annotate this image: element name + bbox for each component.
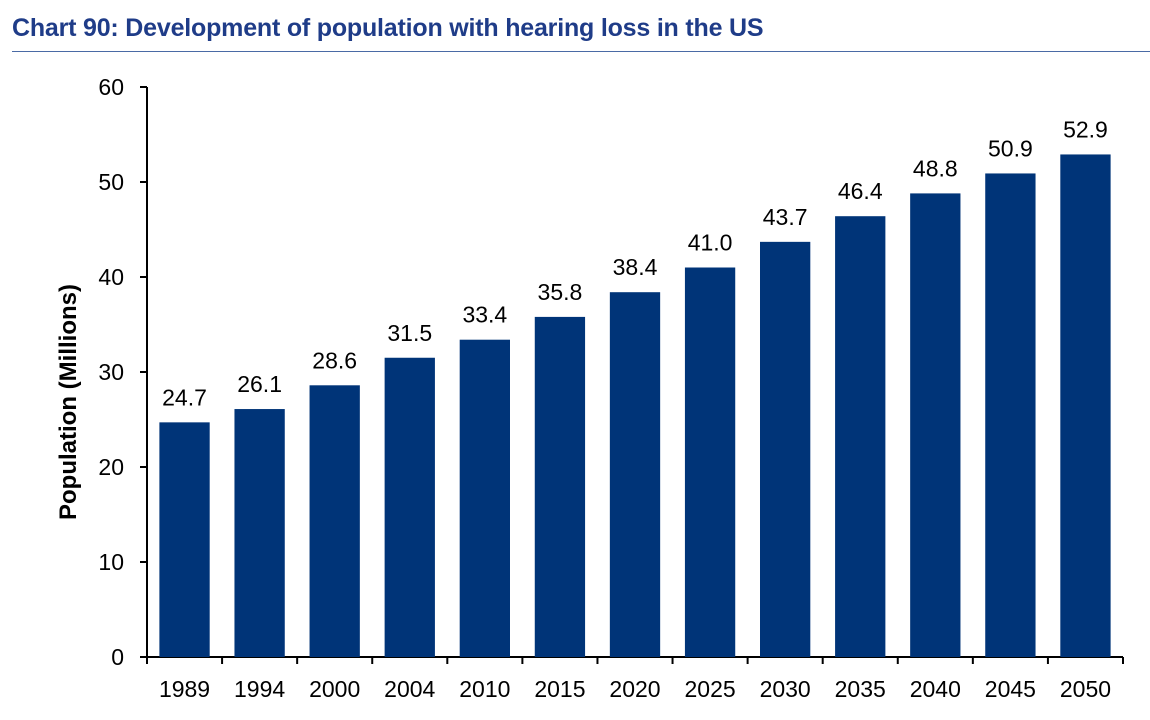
data-label: 41.0 [688,230,733,256]
data-label: 43.7 [763,204,808,230]
bar [760,241,811,657]
bar [309,385,360,657]
x-tick-label: 2000 [309,676,360,702]
bar [910,193,961,657]
bars [159,154,1111,657]
data-label: 46.4 [838,178,883,204]
bar [534,316,586,657]
data-label: 33.4 [462,302,507,328]
bar [609,292,661,657]
bar [384,357,435,657]
y-tick-label: 40 [98,264,124,290]
x-tick-label: 2010 [459,676,510,702]
x-tick-label: 2020 [609,676,660,702]
x-tick-label: 2035 [835,676,886,702]
y-tick-label: 50 [98,169,124,195]
bar [459,339,510,657]
y-tick-label: 30 [98,359,124,385]
x-tick-label: 2040 [910,676,961,702]
y-tick-label: 0 [111,644,124,670]
x-axis: 1989 1994 2000 2004 2010 2015 2020 2025 2030 2035… [146,656,1124,702]
bar [159,422,210,657]
data-labels: 24.7 26.1 28.6 31.5 33.4 35.8 38.4 41.0 43.7 46.4… [162,116,1108,410]
data-label: 38.4 [613,254,658,280]
bar [234,409,285,657]
bar [985,173,1036,657]
x-tick-label: 1989 [159,676,210,702]
y-axis: 0 10 20 30 40 50 60 [98,74,148,670]
data-label: 52.9 [1063,116,1108,142]
data-label: 28.6 [312,347,357,373]
bar [835,216,886,657]
bar [1060,154,1111,657]
x-tick-label: 1994 [234,676,285,702]
y-tick-label: 10 [98,549,124,575]
x-tick-label: 2030 [760,676,811,702]
x-tick-label: 2045 [985,676,1036,702]
chart-title: Chart 90: Development of population with… [12,14,764,42]
title-divider [12,51,1150,52]
x-tick-label: 2015 [534,676,585,702]
data-label: 48.8 [913,155,958,181]
bar [684,267,736,657]
y-axis-label: Population (Millions) [55,284,82,520]
data-label: 26.1 [237,371,282,397]
x-tick-label: 2025 [684,676,735,702]
x-tick-label: 2004 [384,676,435,702]
x-tick-label: 2050 [1060,676,1111,702]
y-tick-label: 20 [98,454,124,480]
data-label: 35.8 [538,279,583,305]
data-label: 31.5 [387,320,432,346]
data-label: 24.7 [162,384,207,410]
data-label: 50.9 [988,135,1033,161]
y-tick-label: 60 [98,74,124,100]
